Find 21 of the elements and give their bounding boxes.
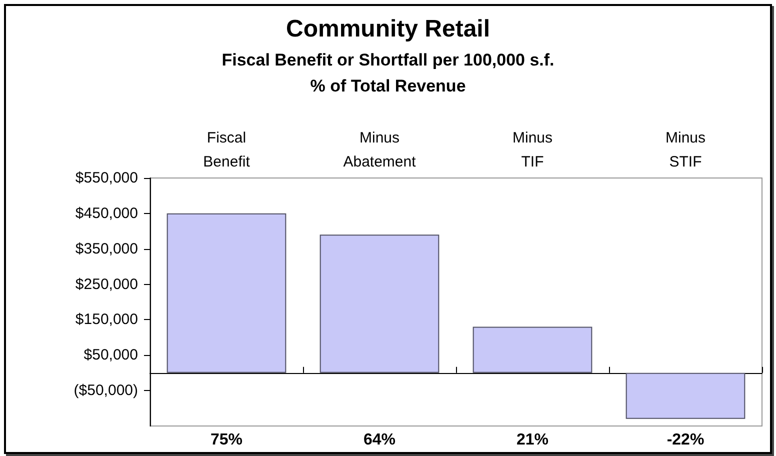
x-tick-label: Fiscal Benefit bbox=[203, 130, 251, 170]
bar bbox=[626, 372, 746, 419]
chart-subtitle: Fiscal Benefit or Shortfall per 100,000 s.f. % of Total Revenue bbox=[222, 50, 554, 96]
y-tick-label: $450,000 bbox=[75, 204, 138, 222]
y-tick-label: $50,000 bbox=[84, 346, 138, 364]
chart-title: Community Retail bbox=[286, 16, 490, 42]
x-tick-label: Minus Abatement bbox=[343, 130, 417, 170]
bar bbox=[166, 213, 286, 373]
y-tick-label: $350,000 bbox=[75, 240, 138, 258]
x-tick-label: Minus STIF bbox=[665, 130, 706, 170]
text: 64% bbox=[363, 432, 396, 448]
bar bbox=[320, 234, 440, 373]
y-tick-label: $550,000 bbox=[75, 170, 138, 186]
text: 75% bbox=[210, 432, 243, 448]
y-tick-label: $250,000 bbox=[75, 276, 138, 293]
y-tick-label: $150,000 bbox=[75, 311, 138, 328]
text: -22% bbox=[666, 432, 704, 448]
bar bbox=[472, 326, 592, 373]
y-tick-label: ($50,000) bbox=[74, 382, 138, 400]
text: 21% bbox=[516, 432, 549, 448]
x-tick-label: Minus TIF bbox=[512, 130, 553, 170]
